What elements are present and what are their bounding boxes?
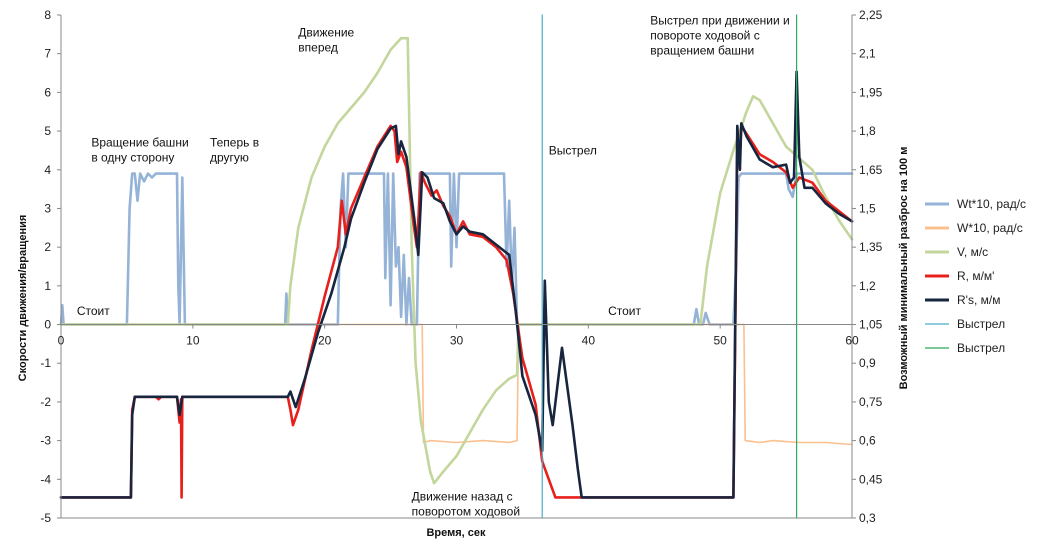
y-tick-label: 4: [44, 163, 51, 177]
y-tick-label: 3: [44, 201, 51, 215]
y2-tick-label: 1,95: [859, 85, 883, 99]
annotation-line: Движение: [298, 25, 354, 39]
y-tick-label: -1: [40, 356, 51, 370]
x-tick-label: 10: [186, 334, 200, 348]
series-line-2: [59, 36, 854, 485]
y2-tick-label: 0,9: [859, 356, 876, 370]
annotations: Вращение башни в одну сторону Теперь в друг…: [77, 14, 790, 519]
x-axis-title: Время, сек: [426, 527, 486, 539]
annotation-line: Выстрел: [549, 143, 597, 157]
annotation-line: другую: [210, 151, 249, 165]
y2-tick-label: 1,8: [859, 124, 876, 138]
annotation-line: Стоит: [77, 304, 110, 318]
y2-tick-label: 2,1: [859, 47, 876, 61]
annotation-line: Движение назад с: [412, 490, 513, 504]
y2-tick-label: 0,6: [859, 434, 876, 448]
legend-label-0: Wt*10, рад/с: [957, 197, 1026, 211]
annotation-6: Стоит: [608, 304, 641, 318]
annotation-line: Теперь в: [210, 136, 259, 150]
y-tick-label: -2: [40, 395, 51, 409]
annotation-line: Вращение башни: [91, 136, 188, 150]
x-tick-label: 30: [450, 334, 464, 348]
x-tick-label: 20: [318, 334, 332, 348]
legend-label-4: R's, м/м: [957, 293, 1000, 307]
y2-axis-title: Возможный минимальный разброс на 100 м: [898, 147, 910, 390]
legend-label-1: W*10, рад/с: [957, 221, 1023, 235]
y2-tick-label: 2,25: [859, 8, 883, 22]
y2-tick-label: 1,2: [859, 279, 876, 293]
plot-area: [61, 15, 852, 518]
y-tick-label: 0: [44, 318, 51, 332]
series-line-1: [60, 323, 853, 446]
y-tick-label: -5: [40, 511, 51, 525]
legend-label-2: V, м/с: [957, 245, 988, 259]
legend-label-6: Выстрел: [957, 341, 1005, 355]
y2-tick-label: 0,75: [859, 395, 883, 409]
y2-tick-label: 1,35: [859, 240, 883, 254]
y2-tick-label: 0,45: [859, 472, 883, 486]
annotation-line: вперед: [298, 40, 338, 54]
annotation-line: Стоит: [608, 304, 641, 318]
annotation-7: Движение назад с поворотом ходовой: [412, 490, 520, 519]
y2-tick-label: 1,65: [859, 163, 883, 177]
x-tick-label: 40: [582, 334, 596, 348]
x-tick-label: 50: [713, 334, 727, 348]
plot-background: [61, 15, 852, 518]
annotation-4: Выстрел при движении и повороте ходовой с…: [650, 14, 789, 58]
y2-tick-label: 0,3: [859, 511, 876, 525]
legend-label-5: Выстрел: [957, 317, 1005, 331]
annotation-line: в одну сторону: [91, 151, 174, 165]
annotation-5: Стоит: [77, 304, 110, 318]
legend-label-3: R, м/м': [957, 269, 994, 283]
legend: Wt*10, рад/с W*10, рад/с V, м/с R, м/м' R's,…: [925, 197, 1026, 355]
y-tick-label: 1: [44, 279, 51, 293]
annotation-line: повороте ходовой с: [650, 29, 759, 43]
y-tick-label: -4: [40, 472, 51, 486]
y2-tick-label: 1,5: [859, 201, 876, 215]
annotation-3: Выстрел: [549, 143, 597, 157]
annotation-0: Вращение башни в одну сторону: [91, 136, 188, 165]
annotation-2: Движение вперед: [298, 25, 354, 54]
x-tick-label: 0: [58, 334, 65, 348]
y-tick-label: 6: [44, 85, 51, 99]
y-tick-label: 8: [44, 8, 51, 22]
annotation-1: Теперь в другую: [210, 136, 259, 165]
y-tick-label: 5: [44, 124, 51, 138]
y-axis-title: Скорости движения/вращения: [17, 215, 29, 382]
axes: -5 -4 -3 -2 -1 0 1 2 3 4 5 6 7 8 0,3 0,45 0,6 0,75 0,9 1,05…: [40, 8, 882, 525]
y-tick-label: 2: [44, 240, 51, 254]
y-tick-label: -3: [40, 434, 51, 448]
annotation-line: поворотом ходовой: [412, 505, 520, 519]
y2-tick-label: 1,05: [859, 318, 883, 332]
series-line-4: [59, 70, 854, 499]
x-tick-label: 60: [845, 334, 859, 348]
annotation-line: вращением башни: [650, 44, 754, 58]
y-tick-label: 7: [44, 47, 51, 61]
annotation-line: Выстрел при движении и: [650, 14, 789, 28]
